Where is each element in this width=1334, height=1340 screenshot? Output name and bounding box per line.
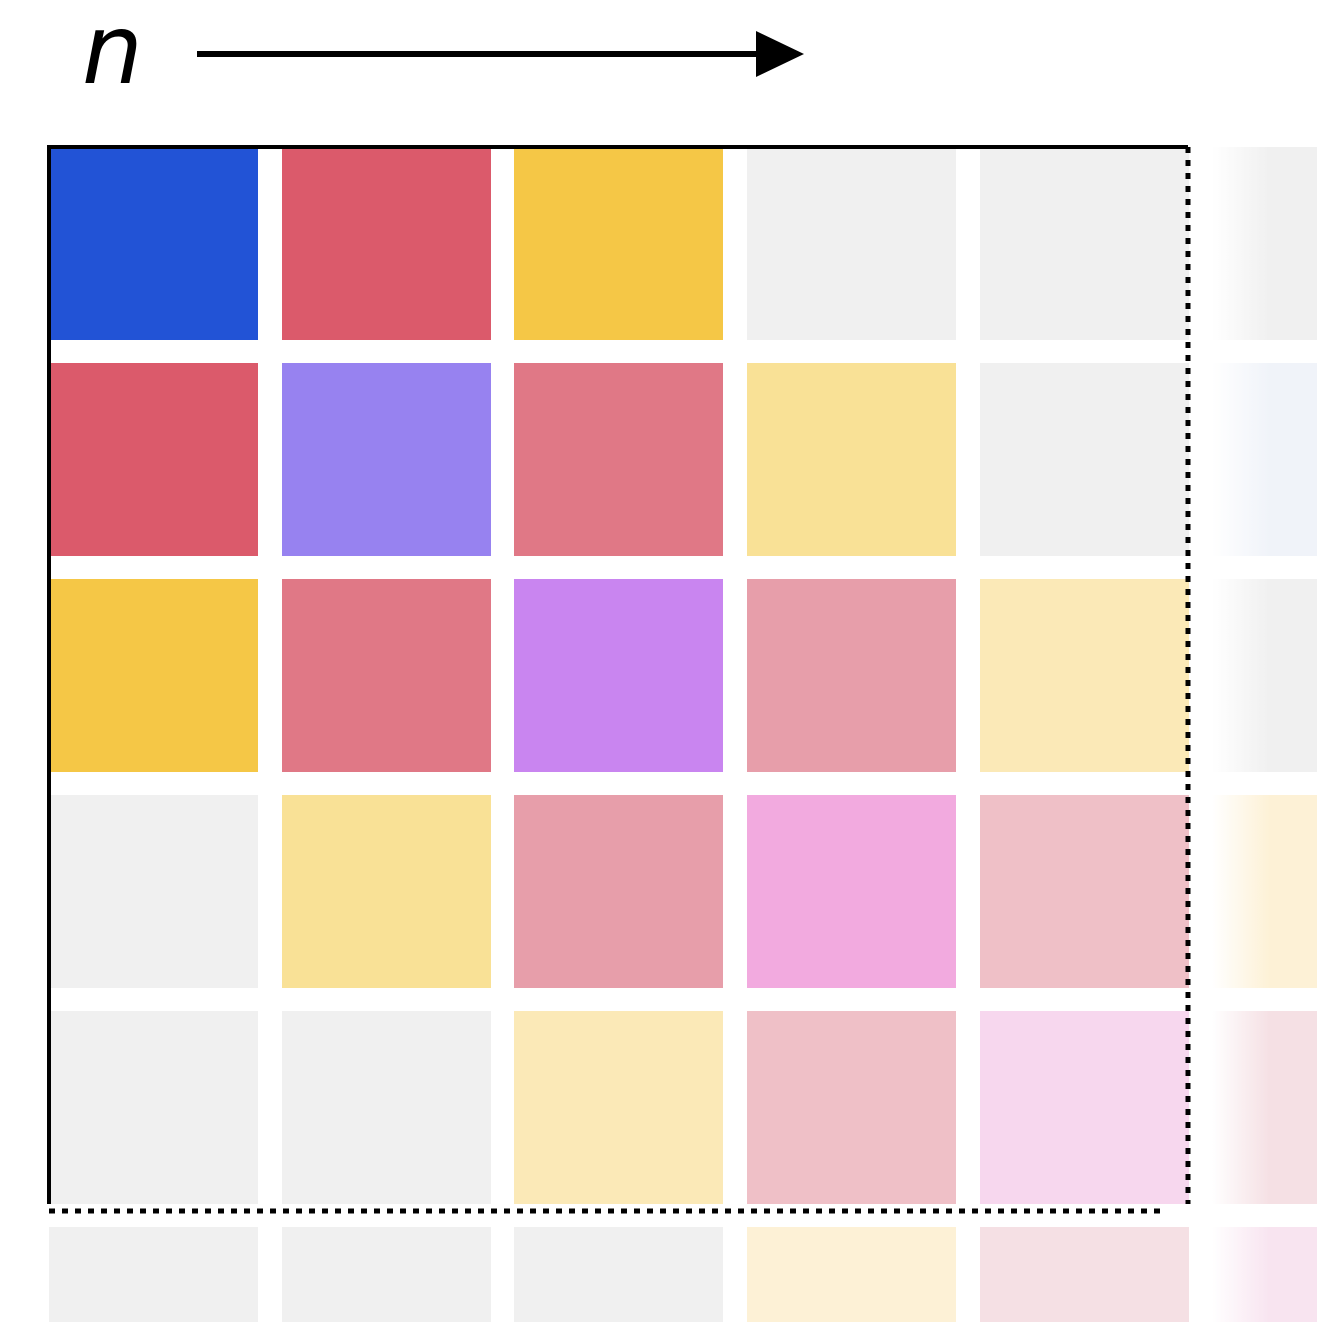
- matrix-cell-r5-c3: [747, 1227, 956, 1322]
- window-frame: [47, 145, 1191, 1214]
- matrix-cell-r5-c5: [1212, 1227, 1317, 1322]
- matrix-cell-r0-c2: [514, 147, 723, 340]
- matrix-cell-r0-c4: [980, 147, 1189, 340]
- matrix-cell-r0-c0: [49, 147, 258, 340]
- matrix-cell-r1-c2: [514, 363, 723, 556]
- arrow-head: [756, 31, 804, 77]
- window-solid-edge: [47, 145, 1188, 1204]
- matrix-cell-r2-c3: [747, 579, 956, 772]
- matrix-cell-r1-c4: [980, 363, 1189, 556]
- matrix-cell-r0-c5: [1212, 147, 1317, 340]
- matrix-cell-r4-c1: [282, 1011, 491, 1204]
- matrix-cell-r1-c0: [49, 363, 258, 556]
- matrix-cell-r3-c2: [514, 795, 723, 988]
- matrix-cell-r3-c1: [282, 795, 491, 988]
- matrix-cell-r5-c4: [980, 1227, 1189, 1322]
- matrix-cell-r1-c5: [1212, 363, 1317, 556]
- matrix-cell-r2-c1: [282, 579, 491, 772]
- matrix-cell-r3-c5: [1212, 795, 1317, 988]
- matrix-cell-r4-c2: [514, 1011, 723, 1204]
- matrix-cell-r0-c3: [747, 147, 956, 340]
- matrix-cell-r2-c0: [49, 579, 258, 772]
- matrix-cell-r5-c0: [49, 1227, 258, 1322]
- matrix-cell-r4-c5: [1212, 1011, 1317, 1204]
- matrix-cells: [49, 147, 1317, 1322]
- direction-arrow: [197, 31, 804, 77]
- n-label: n: [82, 0, 143, 106]
- matrix-cell-r4-c3: [747, 1011, 956, 1204]
- matrix-cell-r1-c3: [747, 363, 956, 556]
- matrix-cell-r1-c1: [282, 363, 491, 556]
- matrix-cell-r3-c3: [747, 795, 956, 988]
- matrix-cell-r0-c1: [282, 147, 491, 340]
- matrix-cell-r3-c4: [980, 795, 1189, 988]
- matrix-cell-r3-c0: [49, 795, 258, 988]
- matrix-cell-r4-c4: [980, 1011, 1189, 1204]
- matrix-cell-r5-c2: [514, 1227, 723, 1322]
- matrix-cell-r5-c1: [282, 1227, 491, 1322]
- matrix-cell-r2-c5: [1212, 579, 1317, 772]
- matrix-cell-r2-c4: [980, 579, 1189, 772]
- matrix-cell-r4-c0: [49, 1011, 258, 1204]
- matrix-cell-r2-c2: [514, 579, 723, 772]
